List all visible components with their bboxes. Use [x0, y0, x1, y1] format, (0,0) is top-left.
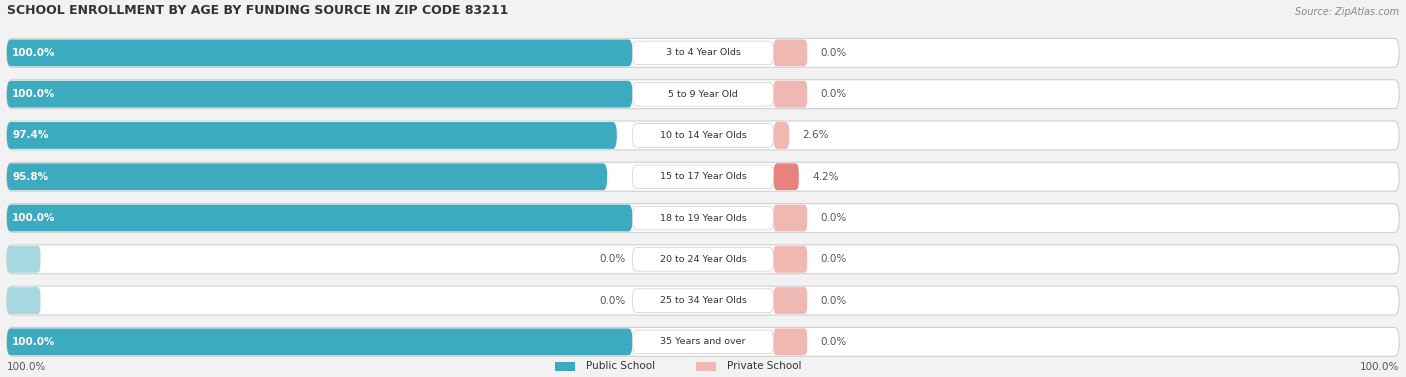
Text: 0.0%: 0.0% [821, 213, 846, 223]
Text: 20 to 24 Year Olds: 20 to 24 Year Olds [659, 255, 747, 264]
Text: 18 to 19 Year Olds: 18 to 19 Year Olds [659, 213, 747, 222]
Text: 0.0%: 0.0% [599, 296, 626, 306]
Text: 95.8%: 95.8% [13, 172, 48, 182]
FancyBboxPatch shape [773, 328, 807, 355]
Text: 100.0%: 100.0% [13, 48, 56, 58]
FancyBboxPatch shape [633, 165, 773, 188]
Text: 100.0%: 100.0% [13, 213, 56, 223]
FancyBboxPatch shape [633, 330, 773, 354]
FancyBboxPatch shape [7, 328, 633, 355]
Text: 100.0%: 100.0% [7, 362, 46, 372]
FancyBboxPatch shape [7, 121, 1399, 150]
FancyBboxPatch shape [633, 206, 773, 230]
Text: 100.0%: 100.0% [1360, 362, 1399, 372]
Text: SCHOOL ENROLLMENT BY AGE BY FUNDING SOURCE IN ZIP CODE 83211: SCHOOL ENROLLMENT BY AGE BY FUNDING SOUR… [7, 3, 508, 17]
Text: 0.0%: 0.0% [821, 89, 846, 99]
FancyBboxPatch shape [7, 80, 1399, 109]
FancyBboxPatch shape [7, 246, 41, 273]
FancyBboxPatch shape [633, 83, 773, 106]
Text: 15 to 17 Year Olds: 15 to 17 Year Olds [659, 172, 747, 181]
Text: 0.0%: 0.0% [599, 254, 626, 264]
Text: 100.0%: 100.0% [13, 337, 56, 347]
FancyBboxPatch shape [555, 362, 575, 371]
Text: 10 to 14 Year Olds: 10 to 14 Year Olds [659, 131, 747, 140]
FancyBboxPatch shape [7, 38, 1399, 67]
FancyBboxPatch shape [773, 205, 807, 231]
FancyBboxPatch shape [7, 122, 617, 149]
FancyBboxPatch shape [773, 122, 789, 149]
FancyBboxPatch shape [633, 124, 773, 147]
Text: 0.0%: 0.0% [821, 296, 846, 306]
Text: 4.2%: 4.2% [813, 172, 839, 182]
Text: 3 to 4 Year Olds: 3 to 4 Year Olds [665, 48, 741, 57]
FancyBboxPatch shape [696, 362, 717, 371]
Text: 2.6%: 2.6% [803, 130, 830, 141]
Text: 0.0%: 0.0% [821, 48, 846, 58]
Text: 0.0%: 0.0% [821, 254, 846, 264]
Text: 100.0%: 100.0% [13, 89, 56, 99]
FancyBboxPatch shape [773, 287, 807, 314]
FancyBboxPatch shape [7, 245, 1399, 274]
Text: Public School: Public School [586, 361, 655, 371]
FancyBboxPatch shape [773, 246, 807, 273]
Text: Source: ZipAtlas.com: Source: ZipAtlas.com [1295, 6, 1399, 17]
Text: 97.4%: 97.4% [13, 130, 49, 141]
FancyBboxPatch shape [7, 204, 1399, 233]
FancyBboxPatch shape [773, 81, 807, 107]
FancyBboxPatch shape [7, 286, 1399, 315]
Text: 35 Years and over: 35 Years and over [661, 337, 745, 346]
Text: 0.0%: 0.0% [821, 337, 846, 347]
FancyBboxPatch shape [7, 162, 1399, 191]
Text: 5 to 9 Year Old: 5 to 9 Year Old [668, 90, 738, 99]
FancyBboxPatch shape [633, 289, 773, 313]
FancyBboxPatch shape [7, 81, 633, 107]
Text: Private School: Private School [727, 361, 801, 371]
FancyBboxPatch shape [633, 41, 773, 65]
FancyBboxPatch shape [773, 163, 799, 190]
FancyBboxPatch shape [7, 287, 41, 314]
FancyBboxPatch shape [773, 40, 807, 66]
FancyBboxPatch shape [633, 248, 773, 271]
FancyBboxPatch shape [7, 163, 607, 190]
FancyBboxPatch shape [7, 40, 633, 66]
FancyBboxPatch shape [7, 327, 1399, 356]
Text: 25 to 34 Year Olds: 25 to 34 Year Olds [659, 296, 747, 305]
FancyBboxPatch shape [7, 205, 633, 231]
